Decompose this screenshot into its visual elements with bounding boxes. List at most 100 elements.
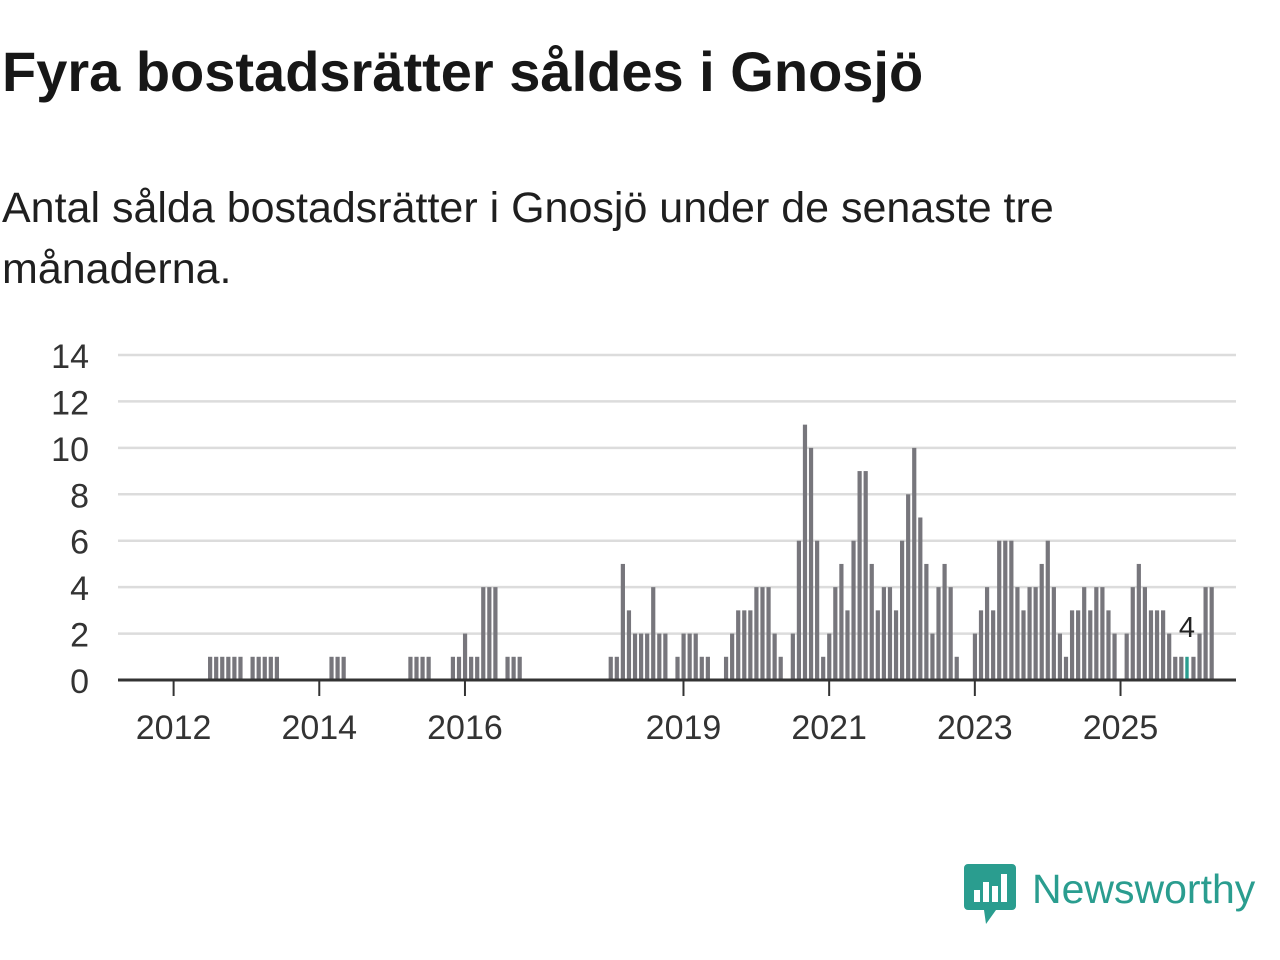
- bar: [475, 656, 480, 680]
- bar: [632, 633, 638, 680]
- bar: [341, 656, 346, 680]
- bar: [930, 633, 935, 680]
- bar: [845, 610, 850, 680]
- bar: [220, 656, 225, 680]
- y-tick-label: 14: [51, 338, 89, 376]
- bar: [274, 656, 279, 680]
- bar: [1124, 633, 1129, 680]
- bar: [1161, 610, 1166, 680]
- bar: [742, 610, 747, 680]
- bar: [462, 633, 468, 680]
- bar: [760, 587, 765, 680]
- bar: [887, 587, 893, 680]
- bar: [675, 656, 680, 680]
- y-tick-label: 12: [51, 384, 89, 422]
- bar: [1082, 587, 1087, 680]
- bar: [778, 656, 783, 680]
- bar: [1191, 656, 1196, 680]
- bar: [505, 656, 510, 680]
- bar: [772, 633, 777, 680]
- bar: [863, 471, 868, 680]
- bar: [906, 494, 911, 680]
- bar: [681, 633, 686, 680]
- bar: [238, 656, 243, 680]
- bar: [268, 656, 273, 680]
- bar: [1051, 587, 1056, 680]
- bar: [821, 656, 826, 680]
- bar: [857, 471, 862, 680]
- bar: [1209, 587, 1214, 680]
- bar: [693, 633, 698, 680]
- x-tick-label: 2012: [136, 709, 212, 747]
- bars: [208, 424, 1214, 680]
- bar: [256, 656, 261, 680]
- bar: [517, 656, 522, 680]
- bar: [1039, 563, 1044, 680]
- bar: [948, 587, 953, 680]
- bar: [851, 540, 856, 680]
- bar: [1142, 587, 1147, 680]
- bar: [1136, 563, 1141, 680]
- bar: [1197, 633, 1202, 680]
- y-tick-label: 0: [70, 663, 89, 701]
- bar: [1057, 633, 1063, 680]
- bar: [408, 656, 413, 680]
- bar: [645, 633, 650, 680]
- bar: [687, 633, 692, 680]
- x-tick-label: 2019: [646, 709, 722, 747]
- bar: [699, 656, 704, 680]
- bar: [1063, 656, 1069, 680]
- bar: [991, 610, 996, 680]
- x-tick-label: 2021: [791, 709, 867, 747]
- bar: [450, 656, 456, 680]
- y-tick-label: 2: [70, 617, 89, 655]
- bar: [881, 587, 886, 680]
- bar: [663, 633, 668, 680]
- bar: [232, 656, 237, 680]
- bar: [262, 656, 267, 680]
- bar: [487, 587, 492, 680]
- y-tick-label: 8: [70, 477, 89, 515]
- bar: [736, 610, 741, 680]
- bar: [614, 656, 619, 680]
- bar: [250, 656, 255, 680]
- bar: [626, 610, 632, 680]
- x-tick-label: 2023: [937, 709, 1013, 747]
- bar: [893, 610, 899, 680]
- bar: [335, 656, 340, 680]
- bar: [620, 563, 625, 680]
- bar: [766, 587, 771, 680]
- bar: [1076, 610, 1081, 680]
- bar: [942, 563, 947, 680]
- newsworthy-logo: Newsworthy: [964, 864, 1255, 926]
- bar: [705, 656, 710, 680]
- bar: [651, 587, 656, 680]
- y-tick-label: 10: [51, 431, 89, 469]
- bar: [1015, 587, 1020, 680]
- bar: [638, 633, 644, 680]
- bar: [1203, 587, 1208, 680]
- bar: [1148, 610, 1154, 680]
- bar: [1033, 587, 1038, 680]
- bar: [456, 656, 462, 680]
- bar: [827, 633, 832, 680]
- bar: [972, 633, 978, 680]
- chart-subtitle: Antal sålda bostadsrätter i Gnosjö under…: [2, 184, 1054, 293]
- x-axis: [118, 678, 1236, 696]
- bar: [414, 656, 419, 680]
- bar: [839, 563, 844, 680]
- bar: [426, 656, 431, 680]
- bar: [1045, 540, 1050, 680]
- bar: [493, 587, 498, 680]
- page-title: Fyra bostadsrätter såldes i Gnosjö: [2, 40, 924, 103]
- bar: [875, 610, 880, 680]
- bar: [608, 656, 613, 680]
- bar: [833, 587, 838, 680]
- bar: [1167, 633, 1172, 680]
- y-tick-label: 6: [70, 524, 89, 562]
- bar: [1173, 656, 1178, 680]
- x-tick-label: 2014: [281, 709, 357, 747]
- bar: [1069, 610, 1075, 680]
- bar: [1179, 656, 1184, 680]
- bar: [1106, 610, 1111, 680]
